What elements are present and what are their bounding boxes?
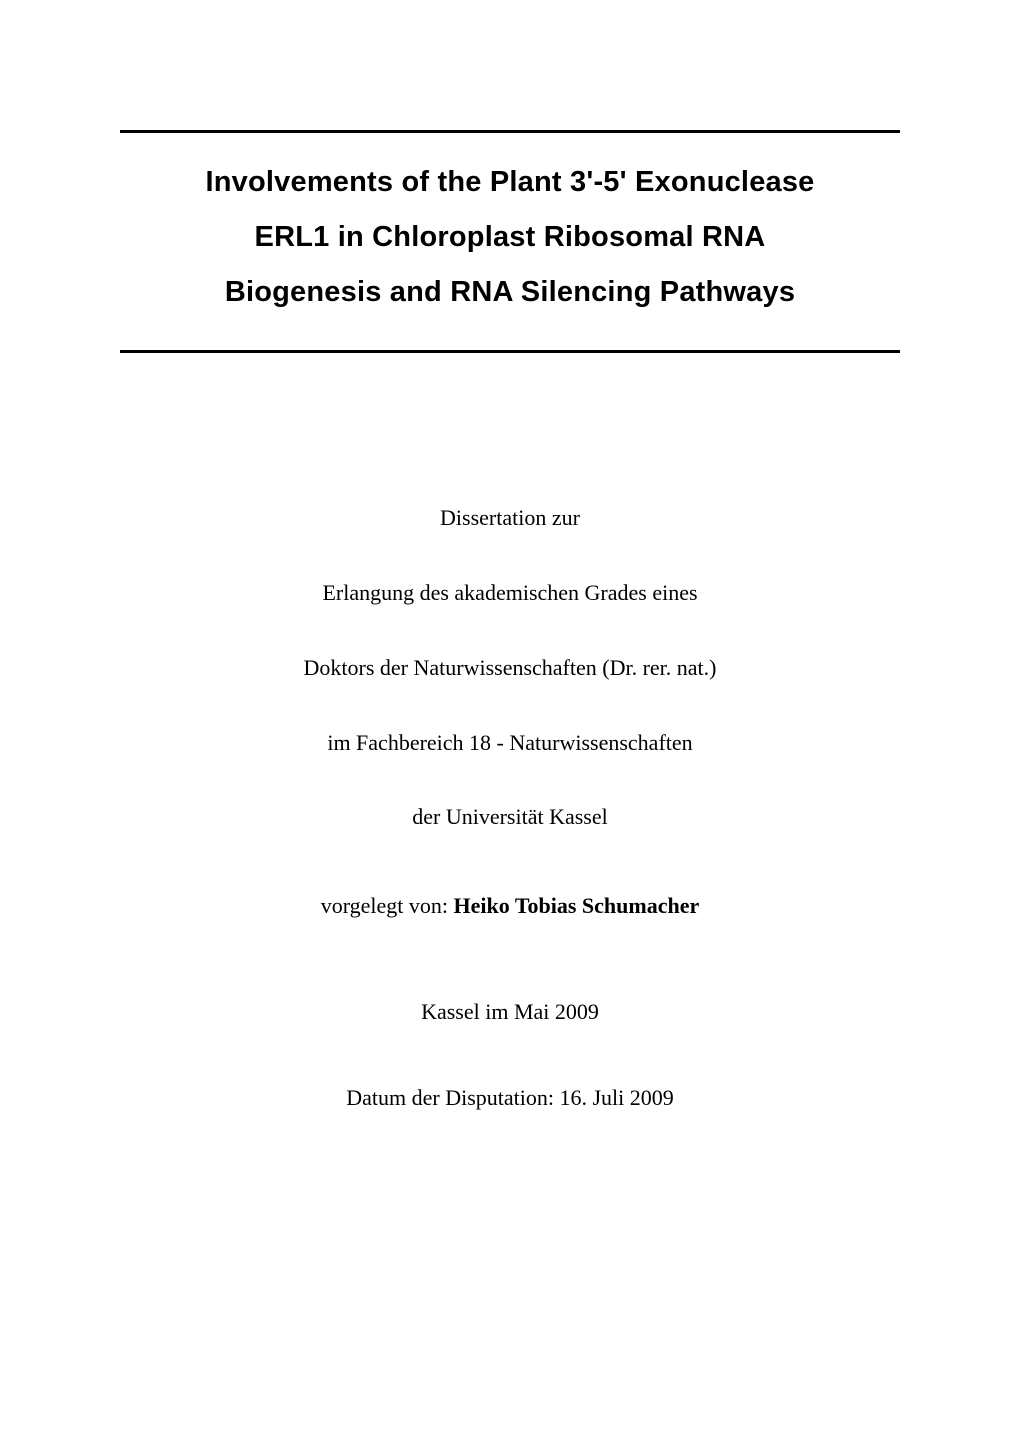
body-section: Dissertation zur Erlangung des akademisc… [120, 503, 900, 1111]
title-line-2: ERL1 in Chloroplast Ribosomal RNA [120, 210, 900, 265]
title-block: Involvements of the Plant 3'-5' Exonucle… [120, 130, 900, 353]
university-line: der Universität Kassel [120, 802, 900, 833]
degree-purpose-line: Erlangung des akademischen Grades eines [120, 578, 900, 609]
dissertation-label: Dissertation zur [120, 503, 900, 534]
degree-title-line: Doktors der Naturwissenschaften (Dr. rer… [120, 653, 900, 684]
author-prefix: vorgelegt von: [321, 893, 454, 918]
disputation-date-line: Datum der Disputation: 16. Juli 2009 [120, 1085, 900, 1111]
location-date-line: Kassel im Mai 2009 [120, 999, 900, 1025]
faculty-line: im Fachbereich 18 - Naturwissenschaften [120, 728, 900, 759]
title-line-1: Involvements of the Plant 3'-5' Exonucle… [120, 155, 900, 210]
author-name: Heiko Tobias Schumacher [454, 893, 700, 918]
author-line: vorgelegt von: Heiko Tobias Schumacher [120, 893, 900, 919]
title-line-3: Biogenesis and RNA Silencing Pathways [120, 265, 900, 320]
